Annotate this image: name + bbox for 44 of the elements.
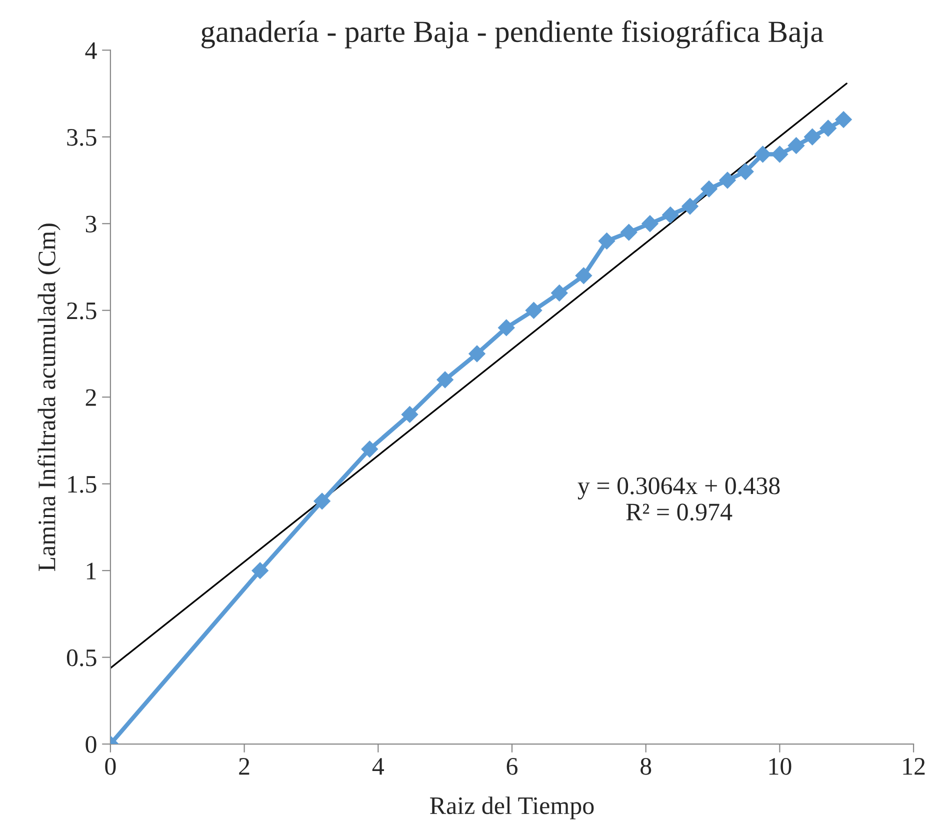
y-tick-label: 3.5 [67, 129, 96, 146]
point [642, 215, 658, 232]
point [598, 232, 616, 250]
point [401, 406, 418, 423]
point [252, 562, 268, 579]
y-tick-label: 0.5 [66, 649, 96, 666]
point [804, 128, 821, 146]
point [361, 440, 378, 458]
y-tick-label: 2 [86, 389, 96, 406]
y-tick-label: 4 [85, 42, 97, 59]
point [771, 146, 788, 163]
point [436, 371, 454, 388]
point [498, 319, 515, 336]
x-tick-label: 4 [372, 758, 384, 775]
point [788, 137, 805, 154]
y-tick-label: 0 [86, 736, 96, 753]
point [662, 206, 679, 224]
point [682, 198, 698, 215]
x-tick-label: 10 [769, 758, 792, 775]
x-tick-label: 0 [105, 758, 116, 775]
point [468, 345, 486, 362]
x-tick-label: 12 [903, 758, 925, 775]
point [719, 172, 736, 189]
point [314, 492, 330, 510]
point [620, 224, 638, 241]
y-axis-title: Lamina Infiltrada acumulada (Cm) [38, 224, 60, 571]
point [525, 302, 542, 319]
point [754, 146, 772, 163]
chart-title: ganadería - parte Baja - pendiente fisiográfica Baja [202, 20, 824, 48]
point [700, 180, 718, 198]
x-axis-title: Raiz del Tiempo [430, 796, 594, 820]
x-tick-label: 2 [239, 758, 250, 775]
x-tick-label: 8 [640, 758, 652, 775]
point [820, 120, 837, 137]
point [550, 284, 568, 302]
y-tick-label: 1 [86, 562, 96, 580]
point [736, 163, 754, 180]
point [835, 111, 852, 128]
x-tick-label: 6 [506, 758, 518, 775]
point [575, 267, 592, 284]
y-tick-label: 1.5 [68, 476, 96, 493]
y-tick-label: 3 [86, 216, 96, 233]
annotation: y = 0.3064x + 0.438 R² = 0.974 [578, 477, 780, 521]
y-tick-label: 2.5 [67, 302, 96, 320]
